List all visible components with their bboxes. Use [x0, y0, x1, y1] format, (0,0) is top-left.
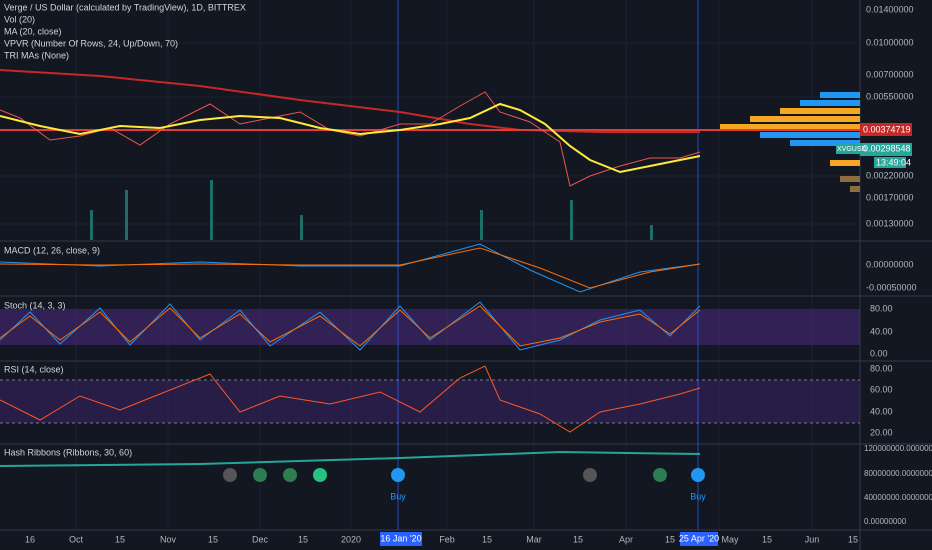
- symbol: XVGUSD: [837, 146, 867, 153]
- price-label: 0.01400000: [866, 4, 914, 14]
- axis-label: 0.00000000: [866, 259, 914, 269]
- ma-20: [0, 102, 701, 174]
- volume-profile: [720, 92, 860, 192]
- axis-label: 80.00: [870, 363, 893, 373]
- axis-label: 60.00: [870, 384, 893, 394]
- stoch-d: [0, 305, 701, 347]
- time-marker: 25 Apr '20: [679, 533, 719, 543]
- time-label: Nov: [160, 534, 177, 544]
- countdown-tag: [874, 157, 906, 168]
- price-label: 0.01000000: [866, 37, 914, 47]
- axis-label: 0.00000000: [864, 517, 907, 526]
- countdown: 13:49:04: [876, 157, 911, 167]
- pane-title: MACD (12, 26, close, 9): [4, 245, 100, 255]
- time-marker-box: [380, 532, 422, 546]
- time-label: Apr: [619, 534, 633, 544]
- signal-label: Buy: [690, 491, 706, 501]
- volume-bars: [90, 180, 653, 240]
- axis-label: 20.00: [870, 427, 893, 437]
- price: [0, 91, 701, 187]
- time-label: Oct: [69, 534, 84, 544]
- time-label: 15: [665, 534, 675, 544]
- rsi-band: [0, 380, 860, 423]
- time-label: May: [721, 534, 739, 544]
- ma-200: [0, 69, 700, 133]
- axis-label: 0.00: [870, 348, 888, 358]
- axis-label: 40000000.00000000: [864, 493, 932, 502]
- last-price: 0.00298548: [863, 143, 911, 153]
- last-tag: [860, 143, 912, 156]
- price-label: 0.00550000: [866, 91, 914, 101]
- time-label: 15: [208, 534, 218, 544]
- axis-label: 80000000.00000000: [864, 469, 932, 478]
- axis-label: 120000000.00000000: [864, 444, 932, 453]
- legend-indicator: VPVR (Number Of Rows, 24, Up/Down, 70): [4, 38, 178, 48]
- time-label: Mar: [526, 534, 542, 544]
- price-label: 0.00130000: [866, 218, 914, 228]
- axis-label: 40.00: [870, 406, 893, 416]
- rsi-line: [0, 365, 701, 433]
- price-label: 0.00700000: [866, 69, 914, 79]
- time-marker: 16 Jan '20: [380, 533, 421, 543]
- macd-line: [0, 243, 701, 293]
- time-label: Jun: [805, 534, 820, 544]
- legend-indicator: MA (20, close): [4, 26, 62, 36]
- time-label: 15: [762, 534, 772, 544]
- ma-tag: [860, 123, 912, 136]
- price-label: 0.00220000: [866, 170, 914, 180]
- macd-signal: [0, 247, 701, 289]
- time-label: 15: [115, 534, 125, 544]
- time-label: 15: [482, 534, 492, 544]
- time-label: 15: [298, 534, 308, 544]
- time-marker-box: [680, 532, 718, 546]
- legend-indicator: Vol (20): [4, 14, 35, 24]
- time-label: 16: [25, 534, 35, 544]
- pane-title: Stoch (14, 3, 3): [4, 300, 66, 310]
- legend-title: Verge / US Dollar (calculated by Trading…: [4, 2, 246, 12]
- stoch-band: [0, 309, 860, 345]
- time-label: 2020: [341, 534, 361, 544]
- time-label: Feb: [439, 534, 455, 544]
- ma-price: 0.00374719: [863, 124, 911, 134]
- time-label: 15: [848, 534, 858, 544]
- axis-label: 40.00: [870, 326, 893, 336]
- signal-label: Buy: [390, 491, 406, 501]
- hash-ribbon: [0, 450, 701, 467]
- hash-dots: [223, 468, 705, 482]
- pane-title: RSI (14, close): [4, 364, 64, 374]
- legend-indicator: TRI MAs (None): [4, 50, 69, 60]
- band-lines: [0, 379, 860, 424]
- time-label: 15: [573, 534, 583, 544]
- price-label: 0.00170000: [866, 192, 914, 202]
- axis-label: -0.00050000: [866, 282, 917, 292]
- axis-label: 80.00: [870, 303, 893, 313]
- pane-title: Hash Ribbons (Ribbons, 30, 60): [4, 447, 132, 457]
- symbol-tag: [836, 143, 860, 154]
- time-label: Dec: [252, 534, 269, 544]
